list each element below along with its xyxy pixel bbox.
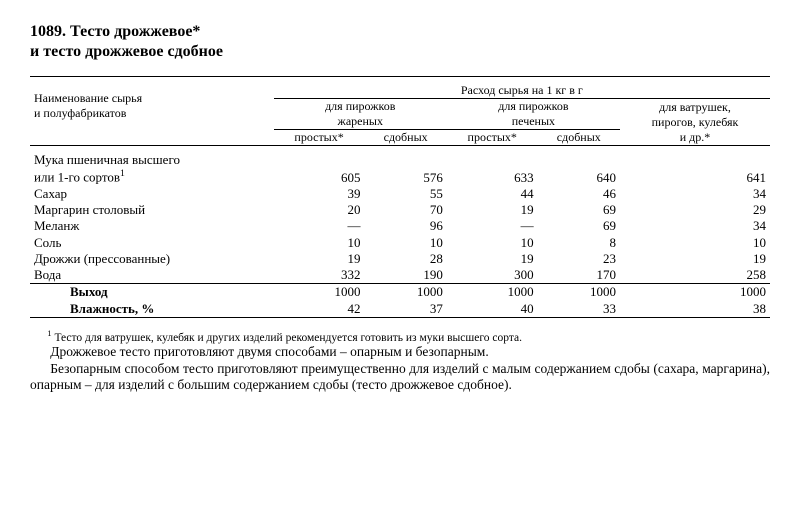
hdr-sub2: сдобных (364, 130, 446, 146)
cell: 46 (538, 186, 620, 202)
cell: 29 (620, 202, 770, 218)
row-label: Сахар (30, 186, 274, 202)
cell: 20 (274, 202, 365, 218)
table-row: Меланж — 96 — 69 34 (30, 218, 770, 234)
cell: 34 (620, 186, 770, 202)
hdr-grp3-l3: и др.* (680, 130, 711, 144)
table-row: Маргарин столовый 20 70 19 69 29 (30, 202, 770, 218)
cell: 55 (364, 186, 446, 202)
header-left-l2: и полуфабрикатов (34, 106, 126, 120)
cell: — (274, 218, 365, 234)
cell: 190 (364, 267, 446, 284)
cell: 23 (538, 251, 620, 267)
row-label: Маргарин столовый (30, 202, 274, 218)
row-label: Дрожжи (прессованные) (30, 251, 274, 267)
yield-label: Выход (30, 284, 274, 301)
cell: 69 (538, 202, 620, 218)
row-label: Вода (30, 267, 274, 284)
paragraph-2: Безопарным способом тесто приготовляют п… (30, 361, 770, 395)
hdr-grp3-l2: пирогов, кулебяк (652, 115, 739, 129)
cell: — (447, 218, 538, 234)
cell: 69 (538, 218, 620, 234)
cell: 1000 (364, 284, 446, 301)
cell: 70 (364, 202, 446, 218)
cell: 1000 (447, 284, 538, 301)
cell: 10 (447, 235, 538, 251)
recipe-title: 1089. Тесто дрожжевое* и тесто дрожжевое… (30, 22, 770, 62)
cell: 258 (620, 267, 770, 284)
table-row: Соль 10 10 10 8 10 (30, 235, 770, 251)
row1-label-l2: или 1-го сортов (34, 170, 120, 185)
cell: 19 (447, 251, 538, 267)
table-row: Дрожжи (прессованные) 19 28 19 23 19 (30, 251, 770, 267)
table-row: Мука пшеничная высшего или 1-го сортов1 … (30, 152, 770, 186)
cell: 19 (274, 251, 365, 267)
humidity-label: Влажность, % (30, 301, 274, 318)
table-row: Сахар 39 55 44 46 34 (30, 186, 770, 202)
hdr-grp1-l2: жареных (338, 114, 383, 128)
hdr-grp2-l1: для пирожков (498, 99, 568, 113)
cell: 96 (364, 218, 446, 234)
cell: 10 (620, 235, 770, 251)
row1-label-l1: Мука пшеничная высшего (34, 152, 180, 167)
cell: 300 (447, 267, 538, 284)
header-span-top: Расход сырья на 1 кг в г (274, 83, 770, 99)
cell: 633 (447, 152, 538, 186)
cell: 1000 (538, 284, 620, 301)
cell: 332 (274, 267, 365, 284)
cell: 605 (274, 152, 365, 186)
cell: 42 (274, 301, 365, 318)
cell: 19 (447, 202, 538, 218)
row1-sup: 1 (120, 168, 125, 179)
ingredients-table: Наименование сырья и полуфабрикатов Расх… (30, 76, 770, 318)
cell: 576 (364, 152, 446, 186)
cell: 1000 (620, 284, 770, 301)
footnote: 1 Тесто для ватрушек, кулебяк и других и… (30, 328, 770, 344)
cell: 40 (447, 301, 538, 318)
hdr-grp1-l1: для пирожков (325, 99, 395, 113)
cell: 28 (364, 251, 446, 267)
cell: 39 (274, 186, 365, 202)
hdr-sub4: сдобных (538, 130, 620, 146)
title-line-2: и тесто дрожжевое сдобное (30, 43, 223, 60)
header-left-l1: Наименование сырья (34, 91, 142, 105)
cell: 33 (538, 301, 620, 318)
cell: 37 (364, 301, 446, 318)
hdr-sub3: простых* (447, 130, 538, 146)
cell: 8 (538, 235, 620, 251)
table-row: Выход 1000 1000 1000 1000 1000 (30, 284, 770, 301)
cell: 19 (620, 251, 770, 267)
hdr-grp2-l2: печеных (512, 114, 555, 128)
table-row: Вода 332 190 300 170 258 (30, 267, 770, 284)
hdr-sub1: простых* (274, 130, 365, 146)
cell: 10 (274, 235, 365, 251)
table-row: Влажность, % 42 37 40 33 38 (30, 301, 770, 318)
cell: 170 (538, 267, 620, 284)
row-label: Меланж (30, 218, 274, 234)
title-line-1: 1089. Тесто дрожжевое* (30, 23, 200, 40)
hdr-grp3-l1: для ватрушек, (659, 100, 731, 114)
cell: 1000 (274, 284, 365, 301)
cell: 641 (620, 152, 770, 186)
cell: 38 (620, 301, 770, 318)
cell: 44 (447, 186, 538, 202)
cell: 10 (364, 235, 446, 251)
paragraph-1: Дрожжевое тесто приготовляют двумя спосо… (30, 344, 770, 361)
row-label: Соль (30, 235, 274, 251)
cell: 640 (538, 152, 620, 186)
footnote-text: Тесто для ватрушек, кулебяк и других изд… (52, 332, 522, 344)
cell: 34 (620, 218, 770, 234)
